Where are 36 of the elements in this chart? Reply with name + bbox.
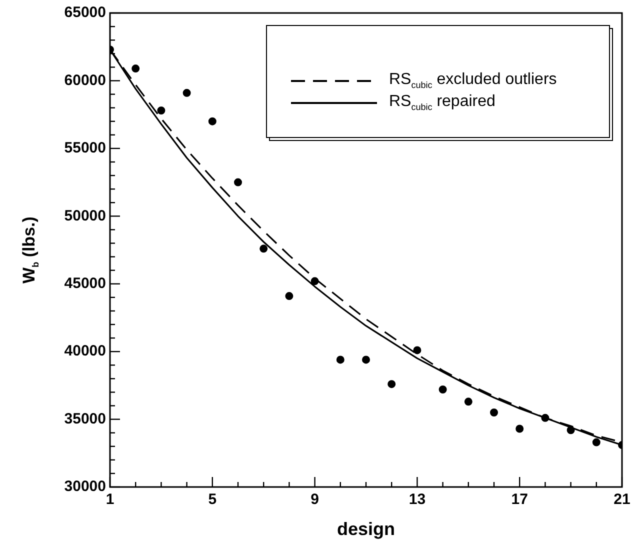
point <box>157 106 166 115</box>
point <box>336 356 344 364</box>
point <box>438 385 447 394</box>
x-tick-label: 17 <box>511 491 528 508</box>
x-axis-title: design <box>336 519 396 540</box>
x-tick-label: 1 <box>106 491 114 508</box>
legend-label: RS$_{cubic}$ repaired <box>389 93 496 113</box>
y-tick-label: 55000 <box>64 140 106 157</box>
y-tick-label: 60000 <box>64 72 106 89</box>
y-tick-label: 35000 <box>64 410 106 428</box>
point <box>234 178 242 186</box>
point <box>285 292 294 300</box>
y-tick-label: 50000 <box>64 207 106 224</box>
point <box>413 346 422 354</box>
point <box>208 117 216 126</box>
point <box>310 277 319 286</box>
point <box>516 424 524 433</box>
point <box>566 426 575 434</box>
point <box>182 88 191 97</box>
y-tick-label: 45000 <box>64 275 106 292</box>
x-tick-label: 13 <box>408 491 426 508</box>
legend-label: RS$_{cubic}$ excluded outliers <box>389 71 557 91</box>
point <box>260 244 268 253</box>
x-tick-label: 9 <box>310 491 319 508</box>
x-tick-label: 21 <box>614 491 630 508</box>
point <box>464 398 472 406</box>
y-tick-label: 30000 <box>64 478 106 496</box>
point <box>388 380 396 388</box>
point <box>490 408 498 417</box>
point <box>362 356 370 364</box>
point <box>592 438 600 446</box>
y-tick-label: 40000 <box>64 342 106 360</box>
y-tick-label: 65000 <box>64 4 106 22</box>
point <box>132 64 140 73</box>
x-tick-label: 5 <box>208 491 217 508</box>
point <box>541 414 550 422</box>
